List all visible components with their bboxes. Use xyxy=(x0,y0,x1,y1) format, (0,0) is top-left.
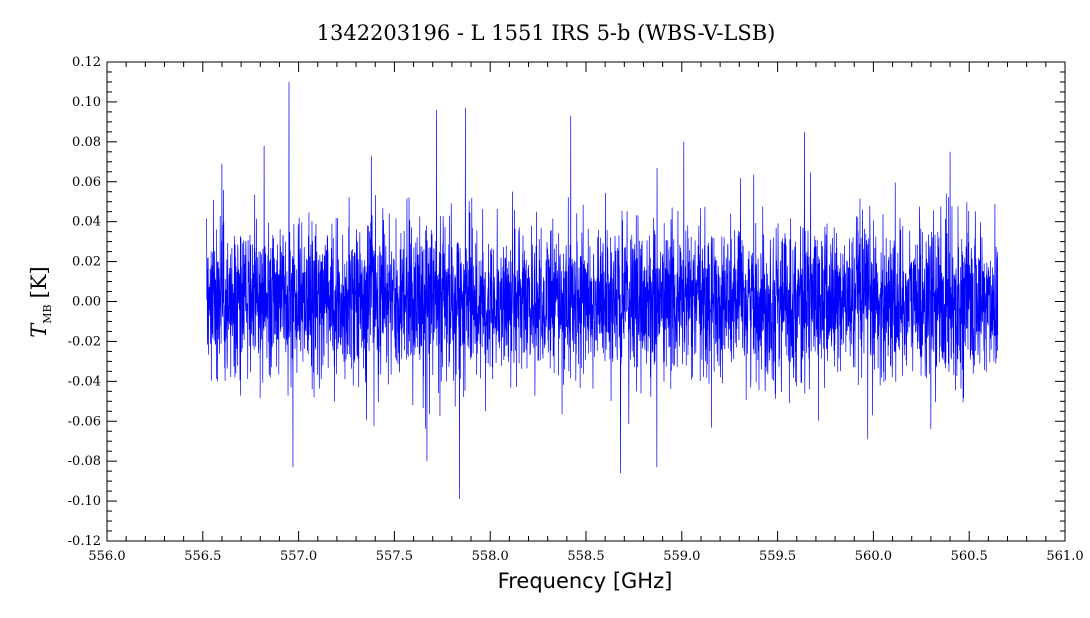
x-tick-label: 561.0 xyxy=(1046,549,1083,564)
chart-title: 1342203196 - L 1551 IRS 5-b (WBS-V-LSB) xyxy=(317,21,776,45)
x-tick-label: 558.0 xyxy=(472,549,509,564)
x-tick-label: 557.0 xyxy=(280,549,317,564)
y-axis-label-symbol: T xyxy=(27,322,51,338)
x-tick-label: 558.5 xyxy=(567,549,604,564)
y-tick-label: 0.00 xyxy=(72,295,101,310)
x-tick-label: 556.0 xyxy=(88,549,125,564)
x-tick-label: 557.5 xyxy=(376,549,413,564)
y-axis-label: TMB [K] xyxy=(27,266,54,337)
spectrum-series xyxy=(206,81,999,500)
y-tick-label: -0.10 xyxy=(68,494,101,509)
y-tick-label: -0.02 xyxy=(68,334,101,349)
svg-text:TMB[K]: TMB [K] xyxy=(27,266,54,337)
y-axis-label-subscript: MB xyxy=(41,304,54,323)
spectrum-line xyxy=(206,81,999,500)
y-axis: -0.12 -0.10 -0.08 -0.06 -0.04 -0.02 0.00 0.02 0.… xyxy=(68,55,1065,549)
x-tick-label: 559.5 xyxy=(759,549,796,564)
y-axis-label-unit: [K] xyxy=(27,266,51,298)
x-axis-label: Frequency [GHz] xyxy=(498,569,673,593)
y-tick-label: -0.06 xyxy=(68,414,101,429)
y-tick-label: 0.08 xyxy=(72,135,101,150)
y-tick-label: 0.12 xyxy=(72,55,101,70)
x-tick-label: 560.5 xyxy=(951,549,988,564)
y-tick-label: -0.12 xyxy=(68,534,101,549)
y-tick-label: 0.06 xyxy=(72,175,101,190)
y-tick-label: 0.02 xyxy=(72,255,101,270)
y-tick-label: -0.08 xyxy=(68,454,101,469)
x-axis: 556.0 556.5 557.0 557.5 558.0 558.5 559.0 559.5… xyxy=(88,62,1084,564)
y-tick-label: 0.10 xyxy=(72,95,101,110)
x-tick-label: 556.5 xyxy=(184,549,221,564)
y-tick-label: 0.04 xyxy=(72,215,101,230)
x-tick-label: 560.0 xyxy=(855,549,892,564)
y-tick-label: -0.04 xyxy=(68,374,101,389)
x-tick-label: 559.0 xyxy=(663,549,700,564)
